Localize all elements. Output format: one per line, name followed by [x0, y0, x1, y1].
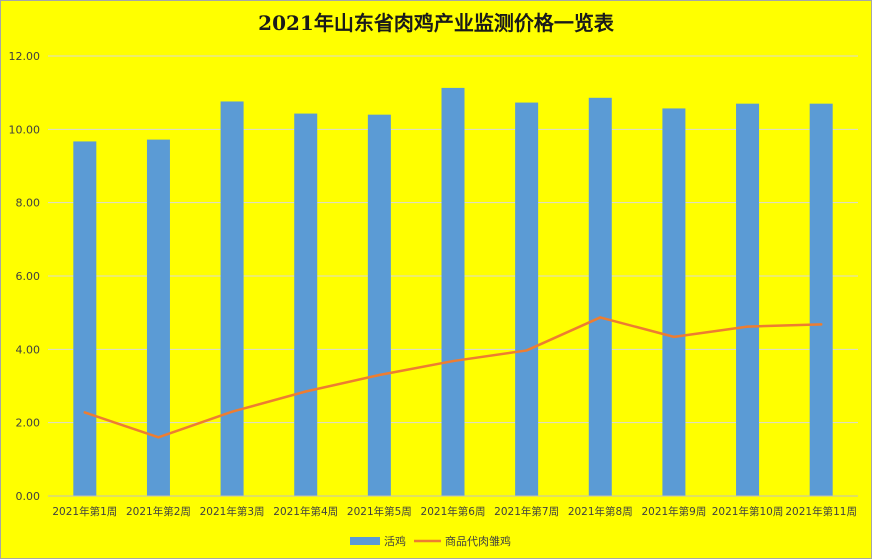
- x-tick-label: 2021年第11周: [785, 505, 857, 518]
- line-point: [451, 359, 455, 363]
- legend-label-line: 商品代肉雏鸡: [445, 534, 511, 548]
- x-tick-label: 2021年第9周: [641, 505, 706, 518]
- bar: [441, 87, 465, 497]
- x-tick-label: 2021年第4周: [273, 505, 338, 518]
- y-tick-label: 4.00: [16, 343, 41, 356]
- x-tick-label: 2021年第7周: [494, 505, 559, 518]
- y-tick-label: 12.00: [9, 50, 41, 63]
- bar: [515, 102, 539, 497]
- bar: [588, 97, 612, 497]
- bar: [220, 101, 244, 496]
- y-axis-ticks: 0.00 2.00 4.00 6.00 8.00 10.00 12.00: [9, 50, 41, 503]
- legend-label-bar: 活鸡: [384, 534, 406, 548]
- line-point: [599, 316, 602, 319]
- bar: [736, 103, 760, 497]
- x-tick-label: 2021年第3周: [200, 505, 265, 518]
- line-point: [230, 410, 234, 413]
- bar: [662, 108, 686, 496]
- bar: [294, 113, 318, 497]
- line-point: [378, 373, 381, 377]
- y-tick-label: 0.00: [16, 490, 41, 503]
- x-tick-label: 2021年第6周: [421, 505, 486, 518]
- line-point: [746, 325, 749, 328]
- line-series: [83, 316, 823, 439]
- x-tick-label: 2021年第5周: [347, 505, 412, 518]
- bar-series: [73, 87, 833, 497]
- legend-swatch-bar: [350, 537, 380, 545]
- line-point: [157, 436, 160, 439]
- x-tick-label: 2021年第10周: [712, 505, 784, 518]
- bar: [809, 103, 833, 497]
- y-tick-label: 2.00: [16, 417, 41, 430]
- x-tick-label: 2021年第8周: [568, 505, 633, 518]
- y-tick-label: 10.00: [9, 123, 41, 136]
- line-point: [819, 323, 823, 326]
- bar: [146, 139, 170, 496]
- line-point: [83, 411, 87, 414]
- y-tick-label: 6.00: [16, 270, 41, 283]
- legend: 活鸡 商品代肉雏鸡: [350, 534, 511, 548]
- line-point: [672, 335, 676, 339]
- bar: [73, 141, 97, 496]
- line-point: [304, 390, 307, 393]
- bar: [367, 114, 391, 497]
- x-tick-label: 2021年第2周: [126, 505, 191, 518]
- y-tick-label: 8.00: [16, 197, 41, 210]
- chart-title: 2021年山东省肉鸡产业监测价格一览表: [258, 11, 615, 35]
- x-axis-ticks: 2021年第1周 2021年第2周 2021年第3周 2021年第4周 2021年第5周…: [52, 505, 857, 518]
- x-tick-label: 2021年第1周: [52, 505, 117, 518]
- line-point: [525, 349, 528, 352]
